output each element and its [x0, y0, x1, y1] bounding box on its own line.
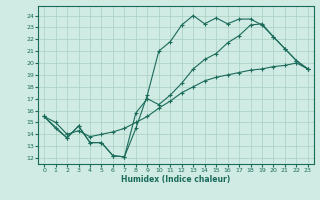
X-axis label: Humidex (Indice chaleur): Humidex (Indice chaleur) — [121, 175, 231, 184]
